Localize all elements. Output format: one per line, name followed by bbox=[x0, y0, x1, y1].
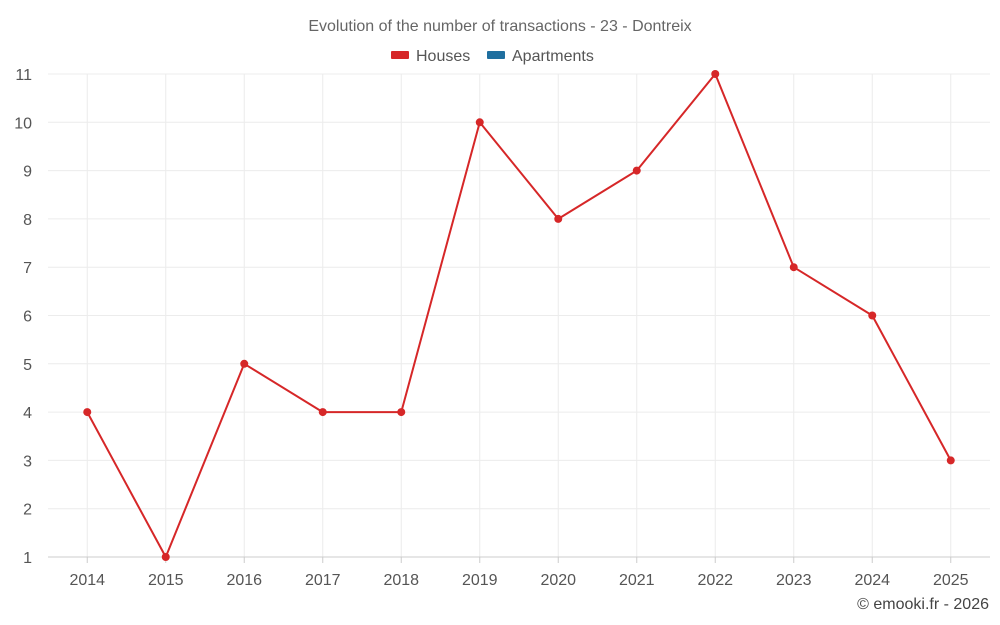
legend-item-apartments[interactable]: Apartments bbox=[487, 48, 594, 65]
y-tick-label: 11 bbox=[15, 67, 32, 84]
y-tick-label: 2 bbox=[23, 502, 32, 519]
y-tick-label: 8 bbox=[23, 212, 32, 229]
x-tick-label: 2024 bbox=[854, 572, 890, 589]
x-tick-label: 2023 bbox=[776, 572, 812, 589]
data-point-houses[interactable] bbox=[240, 359, 249, 368]
data-point-houses[interactable] bbox=[789, 263, 798, 272]
y-tick-label: 1 bbox=[23, 550, 32, 567]
legend-label-apartments: Apartments bbox=[512, 48, 594, 65]
legend-item-houses[interactable]: Houses bbox=[391, 48, 470, 65]
x-tick-label: 2021 bbox=[619, 572, 655, 589]
y-axis: 1 2 3 4 5 6 7 8 9 10 11 bbox=[14, 67, 32, 567]
y-tick-label: 5 bbox=[23, 357, 32, 374]
x-tick-label: 2015 bbox=[148, 572, 184, 589]
x-tick-label: 2018 bbox=[383, 572, 419, 589]
y-tick-label: 7 bbox=[23, 260, 32, 277]
series-houses bbox=[83, 70, 955, 561]
grid bbox=[48, 73, 990, 558]
y-tick-label: 3 bbox=[23, 453, 32, 470]
x-tick-label: 2022 bbox=[697, 572, 733, 589]
credit: © emooki.fr - 2026 bbox=[857, 596, 989, 613]
y-tick-label: 10 bbox=[14, 115, 32, 132]
x-tick-label: 2020 bbox=[540, 572, 576, 589]
legend-label-houses: Houses bbox=[416, 48, 470, 65]
x-tick-label: 2025 bbox=[933, 572, 969, 589]
data-point-houses[interactable] bbox=[868, 311, 877, 320]
chart-title: Evolution of the number of transactions … bbox=[308, 18, 691, 35]
data-point-houses[interactable] bbox=[632, 166, 641, 175]
y-tick-label: 6 bbox=[23, 309, 32, 326]
y-tick-label: 4 bbox=[23, 405, 32, 422]
series-line-houses bbox=[86, 73, 952, 558]
data-point-houses[interactable] bbox=[554, 214, 563, 223]
legend-swatch-apartments bbox=[487, 51, 505, 59]
legend[interactable]: Houses Apartments bbox=[391, 48, 594, 65]
x-tick-label: 2019 bbox=[462, 572, 498, 589]
data-point-houses[interactable] bbox=[475, 118, 484, 127]
data-point-houses[interactable] bbox=[318, 408, 327, 417]
x-tick-label: 2014 bbox=[69, 572, 105, 589]
data-point-houses[interactable] bbox=[946, 456, 955, 465]
data-point-houses[interactable] bbox=[711, 70, 720, 78]
data-point-houses[interactable] bbox=[397, 408, 406, 417]
data-point-houses[interactable] bbox=[83, 408, 92, 417]
x-tick-label: 2017 bbox=[305, 572, 341, 589]
x-tick-label: 2016 bbox=[226, 572, 262, 589]
data-point-houses[interactable] bbox=[161, 553, 170, 561]
legend-swatch-houses bbox=[391, 51, 409, 59]
y-tick-label: 9 bbox=[23, 164, 32, 181]
x-axis: 2014 2015 2016 2017 2018 2019 2020 2021 2022 2023… bbox=[69, 557, 969, 589]
